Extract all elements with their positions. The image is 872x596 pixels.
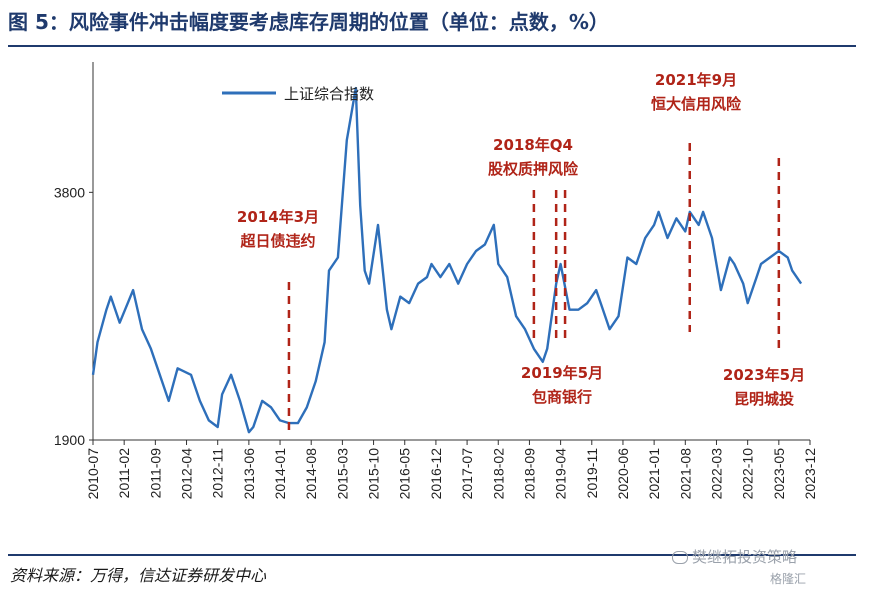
x-tick-label: 2019-11 (584, 448, 600, 499)
watermark-sub: 格隆汇 (770, 572, 807, 586)
x-tick-label: 2011-02 (116, 448, 132, 499)
watermark-text: 樊继拓投资策略 (692, 548, 798, 566)
x-tick-label: 2021-01 (646, 448, 662, 500)
x-tick-label: 2014-08 (303, 448, 319, 500)
source-note: 资料来源：万得，信达证券研发中心 (10, 566, 267, 585)
x-tick-label: 2018-09 (521, 448, 537, 500)
annotation-label: 2014年3月 (237, 208, 319, 226)
x-tick-label: 2015-10 (366, 448, 382, 500)
x-tick-label: 2017-07 (459, 448, 475, 500)
x-tick-label: 2010-07 (85, 448, 101, 500)
chart-series (91, 86, 803, 434)
x-tick-label: 2012-11 (210, 448, 226, 499)
series-line (91, 86, 803, 434)
x-tick-label: 2016-12 (428, 448, 444, 500)
x-tick-label: 2016-05 (397, 448, 413, 500)
annotation-label: 恒大信用风险 (651, 95, 742, 113)
wechat-icon (672, 551, 688, 564)
annotation-label: 2018年Q4 (493, 136, 573, 154)
x-tick-label: 2021-08 (677, 448, 693, 500)
annotation-label: 2023年5月 (723, 366, 805, 384)
annotation-label: 股权质押风险 (488, 160, 579, 178)
annotation-label: 包商银行 (532, 388, 592, 406)
legend-label: 上证综合指数 (284, 85, 374, 103)
x-tick-label: 2015-03 (334, 448, 350, 500)
x-tick-label: 2012-04 (179, 448, 195, 500)
source-divider (8, 554, 856, 556)
x-tick-label: 2014-01 (272, 448, 288, 500)
annotation-label: 昆明城投 (734, 390, 794, 408)
x-tick-label: 2022-10 (740, 448, 756, 500)
title-divider (8, 45, 856, 47)
annotation-label: 超日债违约 (239, 232, 315, 250)
page-title: 图 5：风险事件冲击幅度要考虑库存周期的位置（单位：点数，%） (8, 10, 609, 34)
x-tick-label: 2022-03 (708, 448, 724, 500)
x-tick-label: 2013-06 (241, 448, 257, 500)
x-tick-label: 2011-09 (147, 448, 163, 499)
annotation-label: 2019年5月 (521, 364, 603, 382)
x-tick-label: 2020-06 (615, 448, 631, 500)
x-tick-label: 2023-12 (802, 448, 818, 500)
y-tick-label: 3800 (54, 184, 85, 200)
x-tick-label: 2023-05 (771, 448, 787, 500)
chart-legend: 上证综合指数 (222, 85, 374, 103)
x-tick-label: 2018-02 (490, 448, 506, 500)
watermark: 樊继拓投资策略 (672, 546, 797, 567)
annotation-label: 2021年9月 (655, 71, 737, 89)
x-tick-label: 2019-04 (553, 448, 569, 500)
chart-axes: 1900 3800 2010-07 2011-02 2011-09 2012-04 2012… (54, 62, 818, 499)
y-tick-label: 1900 (54, 432, 85, 448)
